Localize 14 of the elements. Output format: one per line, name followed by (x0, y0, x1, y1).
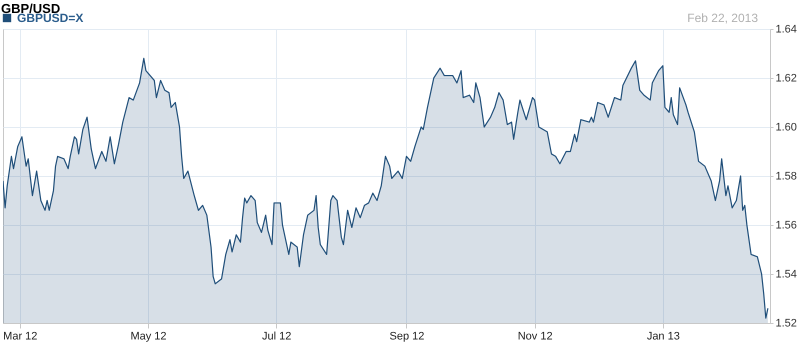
y-tick-label: 1.56 (776, 220, 797, 232)
x-tick-label: Mar 12 (3, 330, 38, 342)
x-tick-label: Nov 12 (518, 330, 553, 342)
x-tick-label: Jan 13 (646, 330, 680, 342)
y-tick-label: 1.62 (776, 72, 797, 84)
x-tick-label: Jul 12 (262, 330, 292, 342)
y-tick-label: 1.52 (776, 318, 797, 330)
x-tick-label: Sep 12 (390, 330, 424, 342)
x-tick-label: May 12 (130, 330, 167, 342)
y-tick-label: 1.60 (776, 122, 797, 134)
y-tick-label: 1.64 (776, 24, 797, 36)
text: Feb 22, 2013 (687, 11, 758, 25)
y-tick-label: 1.54 (776, 268, 797, 280)
y-tick-label: 1.58 (776, 170, 797, 182)
